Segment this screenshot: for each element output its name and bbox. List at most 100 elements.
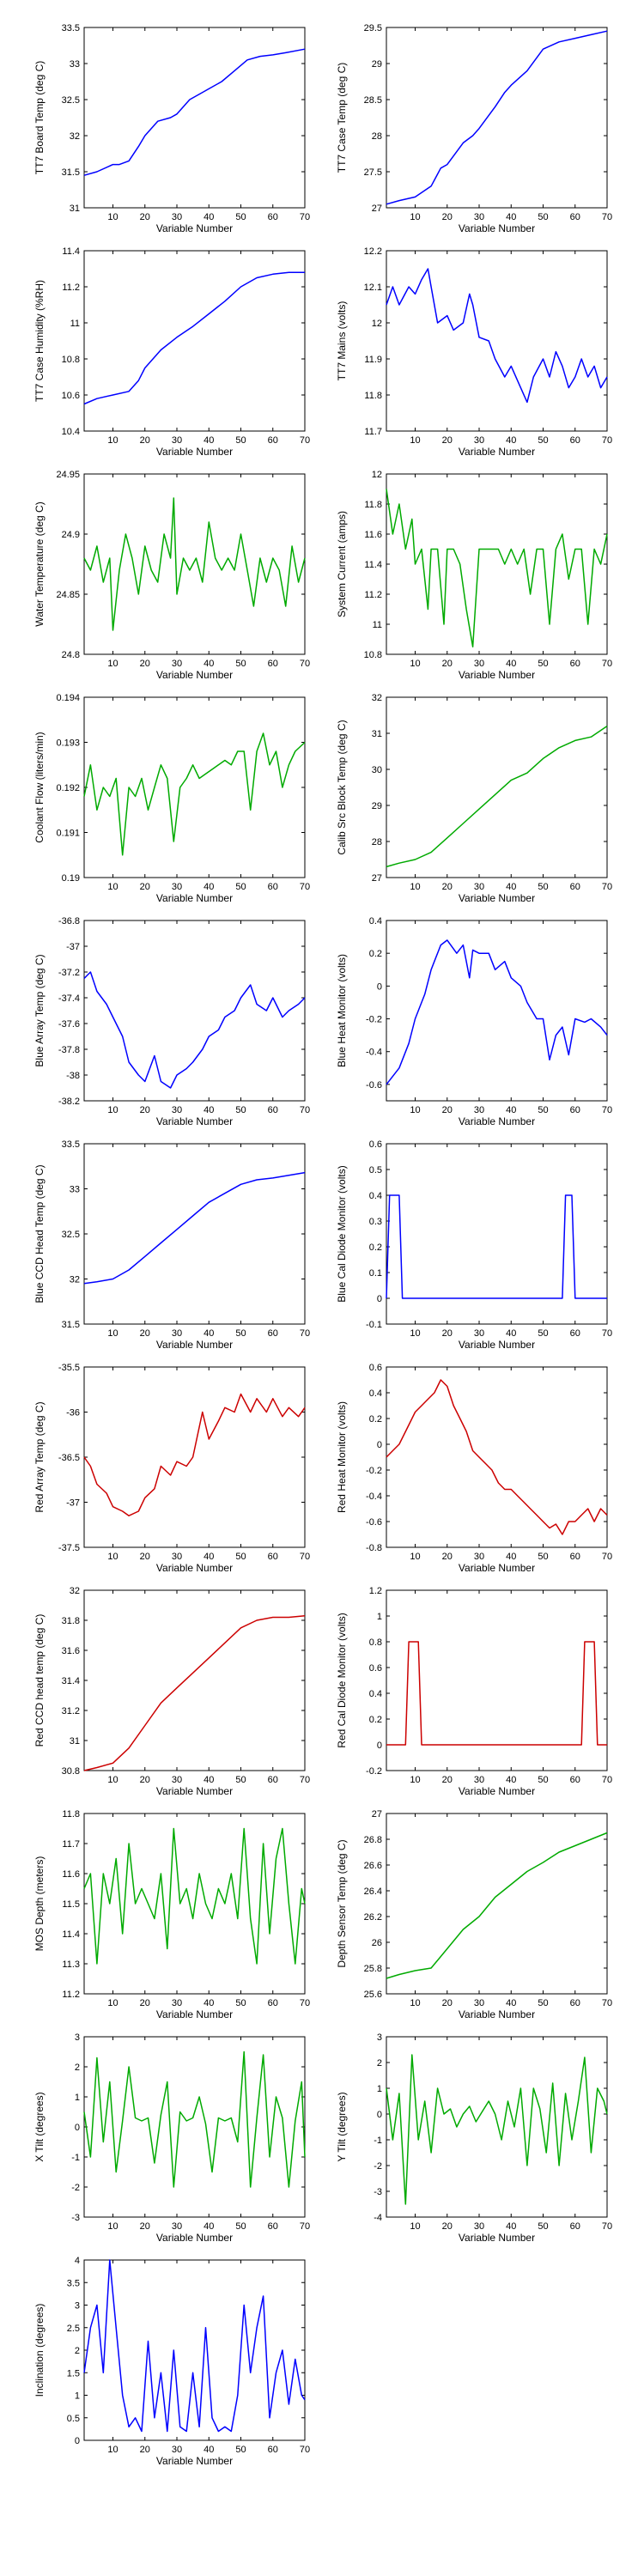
x-tick-label: 70 bbox=[602, 1328, 612, 1339]
x-tick-label: 30 bbox=[172, 1328, 182, 1339]
x-tick-label: 70 bbox=[602, 212, 612, 222]
x-tick-label: 10 bbox=[410, 1328, 420, 1339]
y-tick-label: 0.193 bbox=[56, 738, 80, 749]
y-tick-label: 2.5 bbox=[67, 2324, 80, 2334]
x-axis-label: Variable Number bbox=[156, 1339, 233, 1351]
x-tick-label: 10 bbox=[107, 1105, 118, 1115]
y-tick-label: -37.8 bbox=[58, 1045, 80, 1055]
y-tick-label: 32.5 bbox=[62, 1230, 80, 1240]
chart-panel-10: 10 20 30 40 50 60 70 -0.6 -0.4 -0.2 0 0.2 0.4 Variabl… bbox=[336, 916, 612, 1127]
series-line-1 bbox=[386, 268, 608, 404]
y-tick-label: 26.4 bbox=[364, 1886, 382, 1897]
y-axis-label: Blue CCD Head Temp (deg C) bbox=[33, 1164, 46, 1303]
series-line-1 bbox=[83, 732, 306, 856]
chart-panel-5: 10 20 30 40 50 60 70 24.8 24.85 24.9 24.95 Variable… bbox=[33, 470, 310, 681]
y-tick-label: 31.5 bbox=[62, 167, 80, 178]
y-axis-label: TT7 Case Temp (deg C) bbox=[336, 63, 348, 173]
y-tick-label: 3 bbox=[75, 2301, 80, 2312]
x-tick-label: 70 bbox=[602, 1998, 612, 2008]
chart-panel-2: 10 20 30 40 50 60 70 27 27.5 28 28.5 29 29.5 Variable… bbox=[336, 23, 612, 234]
x-axis-label: Variable Number bbox=[156, 1562, 233, 1574]
y-tick-label: 10.4 bbox=[62, 427, 80, 437]
y-tick-label: -38 bbox=[66, 1071, 80, 1081]
x-tick-label: 60 bbox=[268, 1775, 278, 1785]
x-tick-label: 40 bbox=[204, 1552, 214, 1562]
y-tick-label: 29 bbox=[372, 59, 382, 70]
y-tick-label: -38.2 bbox=[58, 1097, 80, 1107]
y-tick-label: 12 bbox=[372, 319, 382, 329]
y-tick-label: -37 bbox=[66, 1498, 80, 1509]
x-tick-label: 20 bbox=[140, 882, 150, 892]
y-tick-label: -36.5 bbox=[58, 1453, 80, 1463]
x-tick-label: 60 bbox=[570, 1328, 580, 1339]
chart-panel-13: 10 20 30 40 50 60 70 -37.5 -37 -36.5 -36 -35.5 Varia… bbox=[33, 1363, 310, 1574]
y-tick-label: 1 bbox=[377, 2084, 382, 2094]
x-tick-label: 10 bbox=[107, 1328, 118, 1339]
x-tick-label: 30 bbox=[172, 1552, 182, 1562]
y-tick-label: 11.6 bbox=[62, 1869, 80, 1880]
y-tick-label: 11.7 bbox=[62, 1839, 80, 1850]
y-axis-label: TT7 Mains (volts) bbox=[336, 301, 348, 381]
y-tick-label: 31.6 bbox=[62, 1646, 80, 1656]
x-tick-label: 20 bbox=[140, 659, 150, 669]
y-tick-label: 11.8 bbox=[364, 391, 382, 401]
y-tick-label: 1 bbox=[75, 2093, 80, 2103]
y-tick-label: 11.9 bbox=[364, 355, 382, 365]
y-tick-label: 11.2 bbox=[62, 1990, 80, 2000]
x-tick-label: 50 bbox=[235, 659, 246, 669]
x-axis-label: Variable Number bbox=[156, 892, 233, 904]
axes-box bbox=[386, 2036, 608, 2218]
x-axis-label: Variable Number bbox=[156, 669, 233, 681]
x-tick-label: 10 bbox=[107, 1775, 118, 1785]
series-line-1 bbox=[83, 2259, 306, 2433]
axes-box bbox=[386, 920, 608, 1102]
series-line-1 bbox=[386, 1641, 607, 1746]
x-axis-label: Variable Number bbox=[459, 1339, 535, 1351]
y-tick-label: 26.6 bbox=[364, 1861, 382, 1871]
x-tick-label: 10 bbox=[410, 659, 420, 669]
y-tick-label: 31.4 bbox=[62, 1676, 80, 1686]
x-tick-label: 70 bbox=[602, 882, 612, 892]
x-tick-label: 20 bbox=[442, 212, 453, 222]
y-tick-label: -2 bbox=[71, 2183, 80, 2193]
x-tick-label: 50 bbox=[538, 435, 548, 446]
x-tick-label: 50 bbox=[538, 1105, 548, 1115]
x-tick-label: 70 bbox=[602, 1105, 612, 1115]
y-axis-label: Red CCD head temp (deg C) bbox=[33, 1614, 46, 1747]
x-tick-label: 40 bbox=[204, 882, 214, 892]
x-axis-label: Variable Number bbox=[459, 892, 535, 904]
y-tick-label: -37.4 bbox=[58, 993, 80, 1004]
y-tick-label: 0.1 bbox=[369, 1268, 382, 1279]
axes-box bbox=[386, 27, 608, 209]
x-tick-label: 20 bbox=[140, 435, 150, 446]
y-tick-label: -0.2 bbox=[366, 1015, 382, 1025]
y-tick-label: 28 bbox=[372, 837, 382, 848]
axes-box bbox=[83, 2259, 306, 2441]
x-tick-label: 10 bbox=[107, 435, 118, 446]
y-tick-label: -37.6 bbox=[58, 1019, 80, 1030]
y-tick-label: -0.6 bbox=[366, 1080, 382, 1091]
x-tick-label: 20 bbox=[140, 212, 150, 222]
y-tick-label: 10.6 bbox=[62, 391, 80, 401]
x-tick-label: 70 bbox=[602, 1775, 612, 1785]
series-line-1 bbox=[386, 1379, 608, 1535]
y-tick-label: 33.5 bbox=[62, 23, 80, 33]
y-tick-label: 27 bbox=[372, 204, 382, 214]
y-axis-label: X Tilt (degrees) bbox=[33, 2092, 46, 2161]
y-tick-label: 0.5 bbox=[369, 1165, 382, 1176]
y-tick-label: -36.8 bbox=[58, 916, 80, 927]
x-tick-label: 10 bbox=[410, 882, 420, 892]
x-tick-label: 60 bbox=[268, 659, 278, 669]
y-tick-label: 0.2 bbox=[369, 1242, 382, 1253]
y-tick-label: -1 bbox=[374, 2136, 382, 2146]
y-tick-label: -0.6 bbox=[366, 1517, 382, 1528]
y-tick-label: 33.5 bbox=[62, 1139, 80, 1150]
x-tick-label: 40 bbox=[204, 1775, 214, 1785]
y-tick-label: 0.6 bbox=[369, 1363, 382, 1373]
x-axis-label: Variable Number bbox=[156, 2455, 233, 2467]
y-tick-label: -1 bbox=[71, 2153, 80, 2163]
x-tick-label: 70 bbox=[300, 882, 310, 892]
x-tick-label: 30 bbox=[172, 2221, 182, 2232]
x-tick-label: 10 bbox=[107, 2445, 118, 2455]
